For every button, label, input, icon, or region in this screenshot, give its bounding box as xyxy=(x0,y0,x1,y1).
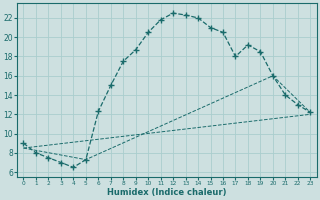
X-axis label: Humidex (Indice chaleur): Humidex (Indice chaleur) xyxy=(107,188,227,197)
